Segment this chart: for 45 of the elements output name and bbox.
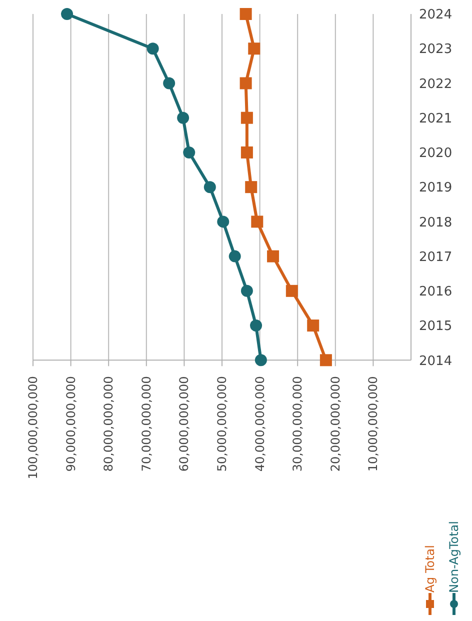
point bbox=[183, 146, 196, 158]
y-tick-label: 2014 bbox=[419, 354, 452, 369]
y-tick-label: 2021 bbox=[419, 111, 452, 126]
point bbox=[254, 354, 267, 366]
text: Non-AgTotal bbox=[447, 521, 461, 593]
x-tick-label: 90,000,000,000 bbox=[64, 376, 78, 472]
y-tick-label: 2020 bbox=[419, 146, 452, 162]
x-tick-label: 20,000,000,000 bbox=[328, 376, 342, 472]
point bbox=[307, 320, 320, 332]
y-tick-label: 2016 bbox=[419, 284, 452, 300]
point bbox=[240, 112, 253, 124]
x-tick-label: 30,000,000,000 bbox=[290, 376, 305, 472]
point bbox=[240, 77, 252, 90]
point bbox=[286, 284, 298, 297]
point bbox=[204, 181, 216, 194]
point bbox=[61, 8, 74, 20]
y-tick-label: 2019 bbox=[419, 180, 452, 196]
x-tick-label: 70,000,000,000 bbox=[139, 376, 154, 472]
y-tick-label: 2023 bbox=[419, 42, 452, 58]
point bbox=[217, 216, 230, 228]
point bbox=[146, 42, 159, 55]
point bbox=[248, 42, 260, 55]
y-tick-label: 2017 bbox=[419, 250, 452, 265]
point bbox=[251, 216, 264, 228]
y-tick-label: 2024 bbox=[419, 8, 452, 23]
point bbox=[250, 320, 262, 332]
y-tick-label: 2022 bbox=[419, 76, 452, 92]
x-tick-label: 40,000,000,000 bbox=[252, 376, 267, 472]
x-tick-label: 80,000,000,000 bbox=[102, 376, 116, 472]
y-tick-label: 2018 bbox=[419, 215, 452, 230]
point bbox=[177, 112, 190, 124]
point bbox=[245, 181, 258, 194]
text: Ag Total bbox=[423, 545, 437, 593]
point bbox=[228, 250, 241, 262]
point bbox=[163, 77, 176, 90]
point bbox=[240, 146, 253, 158]
point bbox=[240, 284, 253, 297]
point bbox=[267, 250, 280, 262]
x-tick-label: 60,000,000,000 bbox=[177, 376, 192, 472]
x-tick-label: 10,000,000,000 bbox=[366, 376, 380, 472]
point bbox=[240, 8, 252, 20]
point bbox=[320, 354, 332, 366]
x-tick-label: 50,000,000,000 bbox=[215, 376, 229, 472]
y-tick-label: 2015 bbox=[419, 319, 452, 334]
x-tick-label: 100,000,000,000 bbox=[26, 376, 40, 480]
